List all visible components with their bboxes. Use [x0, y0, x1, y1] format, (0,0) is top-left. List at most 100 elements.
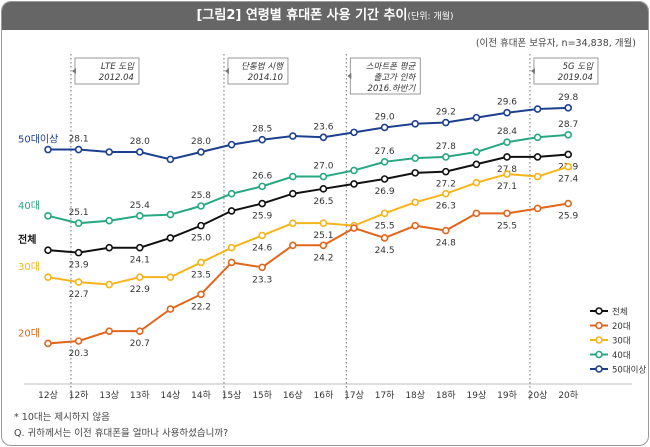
- data-point: [441, 153, 450, 161]
- data-label: 25.1: [313, 231, 333, 241]
- data-point: [350, 180, 358, 188]
- series-side-label: 50대이상: [18, 134, 58, 146]
- data-point: [411, 119, 420, 128]
- data-label: 29.0: [375, 112, 395, 122]
- legend-swatch-marker: [595, 321, 603, 330]
- legend-label: 전체: [612, 307, 628, 318]
- series-line: [47, 133, 569, 225]
- chart-title: [그림2] 연령별 휴대폰 사용 기간 추이(단위: 개월): [2, 2, 648, 30]
- data-point: [411, 198, 420, 207]
- x-tick-label: 17상: [344, 390, 364, 401]
- data-label: 20.3: [69, 349, 89, 359]
- data-point: [319, 241, 328, 250]
- data-point: [503, 138, 511, 146]
- event-label: 출고가 인하: [374, 72, 417, 83]
- data-point: [197, 221, 205, 230]
- event-arrow-icon: [224, 68, 229, 74]
- data-point: [166, 305, 175, 313]
- data-label: 24.8: [436, 239, 456, 249]
- data-label: 28.0: [191, 137, 211, 147]
- data-point: [105, 216, 113, 225]
- data-point: [258, 199, 267, 208]
- data-label: 22.2: [191, 302, 211, 312]
- data-label: 27.4: [558, 175, 578, 185]
- data-point: [503, 209, 511, 218]
- legend-swatch-marker: [595, 365, 603, 373]
- data-label: 28.4: [497, 127, 517, 137]
- data-point: [288, 132, 297, 140]
- footnote-teens: * 10대는 제시하지 않음: [14, 412, 110, 423]
- data-point: [319, 219, 328, 227]
- data-point: [564, 162, 573, 171]
- data-label: 24.1: [130, 256, 150, 266]
- event-label: 단통법 시행: [241, 61, 284, 72]
- series-line: [47, 165, 569, 286]
- legend-label: 50대이상: [612, 365, 646, 376]
- data-point: [503, 108, 511, 117]
- x-tick-label: 20하: [558, 390, 578, 401]
- series-side-label: 40대: [18, 200, 40, 212]
- data-point: [74, 219, 83, 227]
- series-line: [47, 153, 569, 254]
- event-label: LTE 도입: [101, 61, 135, 72]
- event-label: 2016.하반기: [368, 83, 417, 94]
- x-tick-label: 12하: [69, 390, 89, 401]
- x-tick-label: 14하: [191, 390, 211, 401]
- data-point: [74, 145, 83, 154]
- data-point: [44, 273, 52, 281]
- data-label: 28.5: [252, 125, 272, 135]
- event-label: 2014.10: [248, 73, 283, 83]
- series-line: [47, 202, 569, 345]
- event-label: 5G 도입: [563, 61, 595, 72]
- data-point: [105, 327, 113, 335]
- data-point: [227, 189, 236, 198]
- data-point: [533, 153, 542, 161]
- data-label: 25.4: [130, 201, 150, 211]
- x-tick-label: 13하: [130, 390, 150, 401]
- data-label: 26.9: [375, 187, 395, 197]
- data-label: 26.6: [252, 171, 272, 181]
- data-point: [380, 175, 389, 183]
- data-point: [44, 145, 52, 154]
- x-tick-label: 14상: [161, 390, 181, 401]
- data-label: 23.3: [252, 275, 272, 285]
- data-point: [74, 248, 83, 257]
- data-label: 29.2: [436, 108, 456, 118]
- x-tick-label: 18상: [405, 390, 425, 401]
- data-point: [136, 212, 144, 220]
- x-tick-label: 17하: [375, 390, 395, 401]
- data-point: [197, 258, 205, 267]
- data-point: [288, 219, 297, 227]
- data-label: 26.5: [313, 197, 333, 207]
- data-point: [166, 273, 175, 281]
- data-point: [564, 104, 573, 112]
- legend-swatch-marker: [595, 307, 603, 315]
- data-point: [288, 241, 297, 250]
- title-bar: [그림2] 연령별 휴대폰 사용 기간 추이(단위: 개월): [2, 2, 648, 30]
- data-label: 25.5: [375, 221, 395, 231]
- data-point: [166, 210, 175, 219]
- data-point: [288, 189, 297, 198]
- event-arrow-icon: [347, 73, 352, 79]
- data-point: [74, 337, 83, 345]
- data-point: [533, 133, 542, 142]
- data-label: 22.9: [130, 285, 150, 295]
- data-label: 25.9: [252, 212, 272, 222]
- data-point: [441, 167, 450, 176]
- data-label: 25.9: [558, 212, 578, 222]
- legend-label: 30대: [612, 337, 631, 347]
- data-label: 24.6: [252, 243, 272, 253]
- legend-label: 40대: [612, 351, 631, 361]
- event-label: 스마트폰 평균: [366, 61, 417, 72]
- data-point: [319, 133, 328, 142]
- data-point: [380, 209, 389, 218]
- data-label: 25.8: [191, 191, 211, 201]
- data-point: [441, 226, 450, 235]
- data-point: [472, 178, 481, 187]
- footnote-question: Q. 귀하께서는 이전 휴대폰을 얼마나 사용하셨습니까?: [14, 428, 229, 439]
- data-point: [227, 207, 236, 215]
- data-point: [105, 148, 113, 156]
- event-label: 2019.04: [558, 73, 593, 83]
- chart-title-unit: (단위: 개월): [407, 12, 454, 22]
